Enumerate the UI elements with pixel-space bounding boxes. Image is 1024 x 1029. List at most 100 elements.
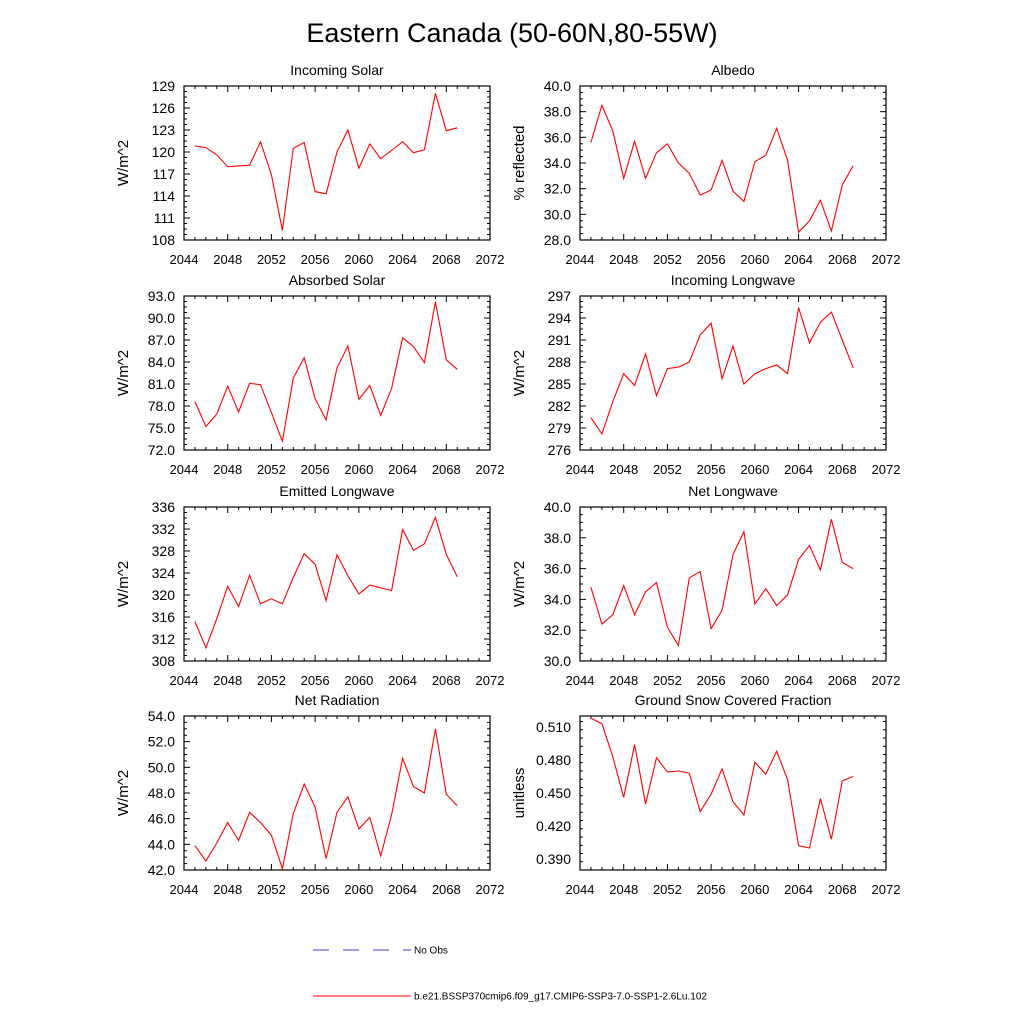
y-axis-label: % reflected xyxy=(511,125,528,200)
y-tick-label: 48.0 xyxy=(148,785,175,801)
chart-panel-1: Albedo % reflected 2044 2048 2052 2056 2060 206… xyxy=(511,62,900,267)
x-tick-label: 2068 xyxy=(432,252,461,267)
plot-frame xyxy=(183,295,491,451)
y-tick-label: 294 xyxy=(548,310,572,326)
x-tick-label: 2064 xyxy=(388,252,417,267)
y-tick-label: 28.0 xyxy=(544,232,571,248)
y-tick-label: 40.0 xyxy=(544,499,571,515)
y-tick-label: 332 xyxy=(152,521,176,537)
x-tick-label: 2056 xyxy=(301,673,330,688)
series-line xyxy=(194,301,458,444)
x-tick-label: 2064 xyxy=(388,882,417,897)
chart-panel-5: Net Longwave W/m^2 2044 2048 2052 2056 2060 206… xyxy=(511,483,900,688)
x-tick-label: 2056 xyxy=(697,462,726,477)
y-tick-label: 54.0 xyxy=(148,708,175,724)
chart-title: Emitted Longwave xyxy=(279,483,394,499)
series-line xyxy=(194,93,458,231)
plot-frame xyxy=(183,715,491,871)
y-tick-label: 117 xyxy=(153,166,176,182)
x-tick-label: 2064 xyxy=(388,673,417,688)
y-tick-label: 81.0 xyxy=(148,376,175,392)
x-tick-label: 2052 xyxy=(257,882,286,897)
y-tick-label: 32.0 xyxy=(544,181,571,197)
x-tick-label: 2072 xyxy=(872,673,901,688)
y-tick-label: 50.0 xyxy=(148,759,175,775)
y-tick-label: 276 xyxy=(548,442,572,458)
x-tick-label: 2052 xyxy=(257,462,286,477)
y-tick-label: 0.390 xyxy=(536,851,571,867)
plot-frame xyxy=(579,85,887,241)
series-line xyxy=(194,515,458,650)
x-tick-label: 2072 xyxy=(476,882,505,897)
page-title: Eastern Canada (50-60N,80-55W) xyxy=(306,18,717,48)
plot-frame xyxy=(579,506,887,662)
x-tick-label: 2044 xyxy=(566,252,595,267)
y-tick-label: 32.0 xyxy=(544,622,571,638)
x-tick-label: 2072 xyxy=(872,462,901,477)
y-tick-label: 285 xyxy=(548,376,572,392)
x-tick-label: 2072 xyxy=(872,252,901,267)
chart-title: Incoming Solar xyxy=(290,62,384,78)
x-tick-label: 2068 xyxy=(828,252,857,267)
series-line xyxy=(590,519,854,648)
y-axis-label: W/m^2 xyxy=(511,561,528,607)
y-tick-label: 93.0 xyxy=(148,288,175,304)
y-tick-label: 0.450 xyxy=(536,785,571,801)
y-tick-label: 324 xyxy=(152,565,176,581)
x-tick-label: 2052 xyxy=(257,673,286,688)
x-tick-label: 2068 xyxy=(828,462,857,477)
x-tick-label: 2068 xyxy=(828,882,857,897)
y-tick-label: 34.0 xyxy=(544,155,571,171)
x-tick-label: 2064 xyxy=(784,462,813,477)
y-tick-label: 36.0 xyxy=(544,129,571,145)
y-tick-label: 38.0 xyxy=(544,104,571,120)
y-axis-label: W/m^2 xyxy=(511,350,528,396)
y-tick-label: 279 xyxy=(548,420,572,436)
y-tick-label: 114 xyxy=(153,188,176,204)
y-axis-label: W/m^2 xyxy=(115,561,132,607)
x-tick-label: 2048 xyxy=(609,882,638,897)
x-tick-label: 2068 xyxy=(828,673,857,688)
x-tick-label: 2052 xyxy=(653,882,682,897)
x-tick-label: 2072 xyxy=(476,673,505,688)
y-tick-label: 336 xyxy=(152,499,176,515)
series-line xyxy=(194,728,458,871)
y-tick-label: 30.0 xyxy=(544,206,571,222)
x-tick-label: 2056 xyxy=(301,252,330,267)
x-tick-label: 2044 xyxy=(566,462,595,477)
y-tick-label: 308 xyxy=(152,653,176,669)
y-axis-label: unitless xyxy=(511,768,528,819)
x-tick-label: 2048 xyxy=(609,252,638,267)
series-line xyxy=(590,717,854,849)
x-tick-label: 2048 xyxy=(213,673,242,688)
x-tick-label: 2044 xyxy=(170,882,199,897)
y-tick-label: 30.0 xyxy=(544,653,571,669)
chart-title: Incoming Longwave xyxy=(671,272,796,288)
x-tick-label: 2056 xyxy=(697,882,726,897)
y-tick-label: 328 xyxy=(152,543,176,559)
y-axis-label: W/m^2 xyxy=(115,770,132,816)
y-tick-label: 312 xyxy=(152,631,176,647)
x-tick-label: 2048 xyxy=(213,462,242,477)
x-tick-label: 2052 xyxy=(257,252,286,267)
legend-label-no-obs: No Obs xyxy=(414,946,448,957)
x-tick-label: 2060 xyxy=(344,882,373,897)
y-tick-label: 288 xyxy=(548,354,572,370)
chart-panel-2: Absorbed Solar W/m^2 2044 2048 2052 2056 2060 2… xyxy=(115,272,504,477)
x-tick-label: 2048 xyxy=(609,673,638,688)
y-tick-label: 40.0 xyxy=(544,78,571,94)
x-tick-label: 2048 xyxy=(213,882,242,897)
y-tick-label: 38.0 xyxy=(544,530,571,546)
y-tick-label: 87.0 xyxy=(148,332,175,348)
y-tick-label: 72.0 xyxy=(148,442,175,458)
x-tick-label: 2048 xyxy=(213,252,242,267)
y-tick-label: 52.0 xyxy=(148,734,175,750)
y-tick-label: 0.420 xyxy=(536,818,571,834)
y-tick-label: 291 xyxy=(548,332,572,348)
x-tick-label: 2048 xyxy=(609,462,638,477)
chart-panel-3: Incoming Longwave W/m^2 2044 2048 2052 2056 20… xyxy=(511,272,900,477)
x-tick-label: 2060 xyxy=(740,673,769,688)
y-tick-label: 282 xyxy=(548,398,572,414)
x-tick-label: 2056 xyxy=(697,673,726,688)
